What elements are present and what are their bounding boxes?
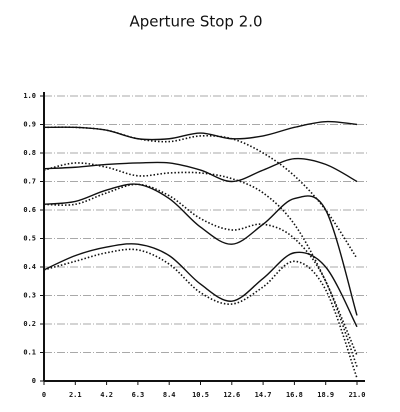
line — [43, 157, 358, 183]
y-tick-label: 1.0 — [23, 92, 36, 100]
y-tick-label: 0.4 — [23, 263, 36, 271]
x-tick-label: 18.9 — [317, 391, 334, 399]
line — [43, 183, 358, 368]
x-tick-label: 10.5 — [192, 391, 209, 399]
line — [43, 126, 358, 259]
x-tick-label: 0 — [42, 391, 46, 399]
x-tick-label: 21.0 — [349, 391, 366, 399]
line — [43, 162, 358, 356]
chart-title: Aperture Stop 2.0 — [129, 13, 262, 31]
line — [43, 183, 358, 316]
y-tick-label: 0.9 — [23, 121, 36, 129]
x-tick-label: 12.6 — [223, 391, 240, 399]
x-tick-label: 4.2 — [100, 391, 113, 399]
x-tick-label: 2.1 — [69, 391, 82, 399]
y-tick-label: 0.5 — [23, 235, 36, 243]
y-tick-label: 0.8 — [23, 149, 36, 157]
y-tick-label: 0 — [32, 377, 36, 385]
y-tick-label: 0.2 — [23, 320, 36, 328]
x-tick-label: 14.7 — [255, 391, 272, 399]
x-tick-label: 16.8 — [286, 391, 303, 399]
x-tick-label: 6.3 — [132, 391, 145, 399]
y-tick-label: 0.1 — [23, 349, 36, 357]
line — [43, 243, 358, 328]
line — [43, 248, 358, 379]
y-tick-label: 0.6 — [23, 206, 36, 214]
y-tick-label: 0.3 — [23, 292, 36, 300]
x-tick-label: 8.4 — [163, 391, 176, 399]
y-tick-label: 0.7 — [23, 178, 36, 186]
